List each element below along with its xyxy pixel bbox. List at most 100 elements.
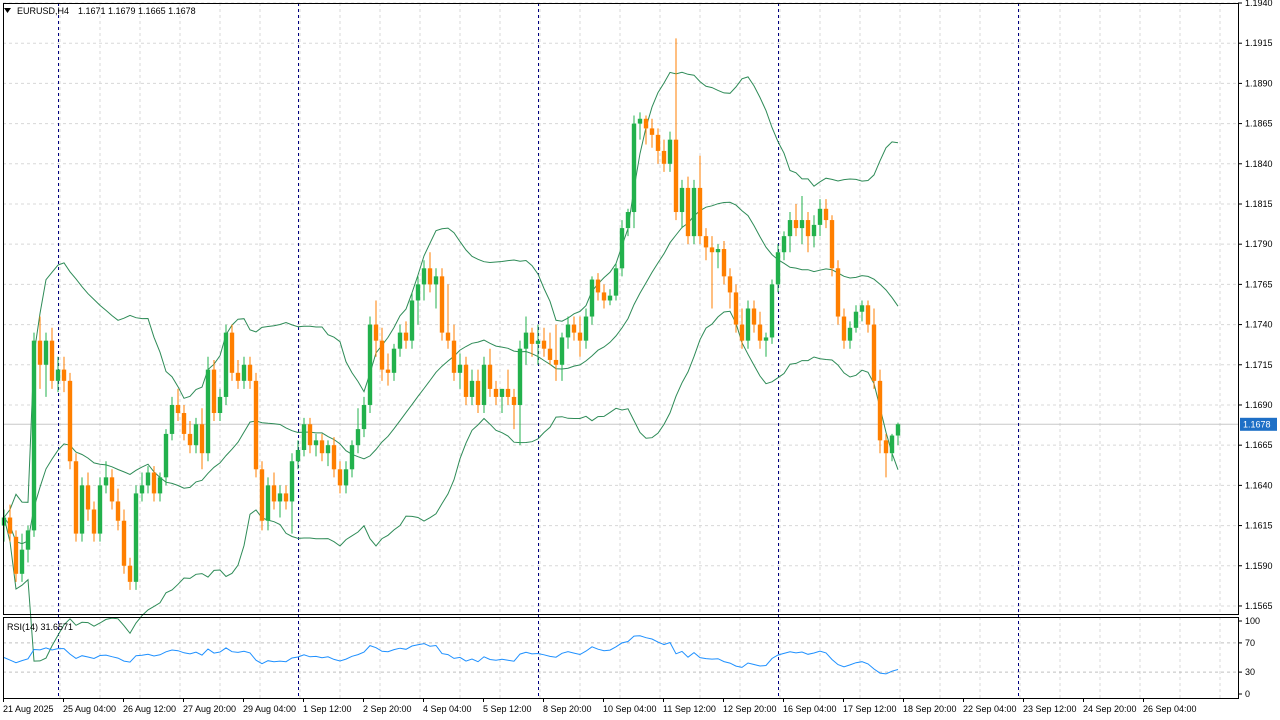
candle[interactable] bbox=[247, 356, 253, 389]
candle[interactable] bbox=[151, 466, 157, 502]
candle[interactable] bbox=[277, 485, 283, 518]
candle[interactable] bbox=[157, 472, 163, 502]
candle[interactable] bbox=[631, 115, 637, 229]
candle[interactable] bbox=[121, 509, 127, 574]
candle[interactable] bbox=[619, 220, 625, 277]
candle[interactable] bbox=[577, 316, 583, 357]
candle[interactable] bbox=[505, 369, 511, 405]
candle[interactable] bbox=[559, 332, 565, 381]
candle[interactable] bbox=[331, 437, 337, 478]
candle[interactable] bbox=[691, 179, 697, 245]
candle[interactable] bbox=[25, 525, 31, 563]
candle[interactable] bbox=[145, 466, 151, 494]
candle[interactable] bbox=[355, 408, 361, 454]
candle[interactable] bbox=[205, 356, 211, 462]
candle[interactable] bbox=[169, 396, 175, 441]
candle[interactable] bbox=[139, 472, 145, 502]
candle[interactable] bbox=[727, 268, 733, 309]
candle[interactable] bbox=[889, 433, 895, 462]
candle[interactable] bbox=[523, 316, 529, 365]
triangle-down-icon[interactable] bbox=[4, 8, 11, 13]
candle[interactable] bbox=[655, 128, 661, 164]
candle[interactable] bbox=[445, 284, 451, 349]
candle[interactable] bbox=[427, 252, 433, 293]
candle[interactable] bbox=[463, 356, 469, 405]
candle[interactable] bbox=[547, 332, 553, 365]
candle[interactable] bbox=[313, 433, 319, 457]
candle[interactable] bbox=[697, 155, 703, 245]
candle[interactable] bbox=[253, 372, 259, 478]
candle[interactable] bbox=[349, 440, 355, 478]
candle[interactable] bbox=[763, 332, 769, 357]
candle[interactable] bbox=[607, 289, 613, 306]
candle[interactable] bbox=[235, 359, 241, 389]
candle[interactable] bbox=[865, 300, 871, 333]
candle[interactable] bbox=[283, 485, 289, 510]
candle[interactable] bbox=[271, 472, 277, 510]
candle[interactable] bbox=[79, 477, 85, 542]
candle[interactable] bbox=[31, 332, 37, 537]
candle[interactable] bbox=[19, 533, 25, 582]
candle[interactable] bbox=[433, 268, 439, 309]
candle[interactable] bbox=[451, 324, 457, 381]
candle[interactable] bbox=[289, 453, 295, 534]
candle[interactable] bbox=[739, 308, 745, 349]
candle[interactable] bbox=[583, 308, 589, 349]
candle[interactable] bbox=[499, 388, 505, 414]
candle[interactable] bbox=[415, 276, 421, 325]
candle[interactable] bbox=[511, 388, 517, 430]
candle[interactable] bbox=[811, 215, 817, 248]
candle[interactable] bbox=[175, 388, 181, 422]
candle[interactable] bbox=[679, 179, 685, 229]
candle[interactable] bbox=[379, 327, 385, 381]
candle[interactable] bbox=[745, 300, 751, 349]
candle[interactable] bbox=[571, 316, 577, 341]
candle[interactable] bbox=[829, 215, 835, 277]
candle[interactable] bbox=[721, 240, 727, 285]
candle[interactable] bbox=[493, 380, 499, 405]
candle[interactable] bbox=[613, 263, 619, 301]
candle[interactable] bbox=[325, 440, 331, 467]
candle[interactable] bbox=[775, 244, 781, 293]
candle[interactable] bbox=[835, 260, 841, 325]
candle[interactable] bbox=[475, 369, 481, 414]
candle[interactable] bbox=[541, 327, 547, 357]
candle[interactable] bbox=[343, 461, 349, 494]
candle[interactable] bbox=[751, 300, 757, 333]
candle[interactable] bbox=[409, 292, 415, 349]
candle[interactable] bbox=[823, 199, 829, 229]
candle[interactable] bbox=[85, 472, 91, 521]
candle[interactable] bbox=[367, 316, 373, 414]
candle[interactable] bbox=[133, 485, 139, 590]
candle[interactable] bbox=[97, 477, 103, 542]
candle[interactable] bbox=[403, 321, 409, 349]
candle[interactable] bbox=[565, 316, 571, 349]
candle[interactable] bbox=[793, 203, 799, 237]
candle[interactable] bbox=[295, 440, 301, 470]
candle[interactable] bbox=[841, 308, 847, 349]
candle[interactable] bbox=[637, 112, 643, 140]
candle[interactable] bbox=[7, 504, 13, 542]
candle[interactable] bbox=[883, 433, 889, 478]
candle[interactable] bbox=[877, 369, 883, 454]
candle[interactable] bbox=[457, 353, 463, 389]
candle[interactable] bbox=[673, 38, 679, 221]
candle[interactable] bbox=[805, 212, 811, 253]
candle[interactable] bbox=[337, 461, 343, 494]
candle[interactable] bbox=[37, 316, 43, 389]
candle[interactable] bbox=[709, 236, 715, 309]
candle[interactable] bbox=[853, 305, 859, 333]
candle[interactable] bbox=[685, 176, 691, 245]
candle[interactable] bbox=[91, 501, 97, 542]
candle[interactable] bbox=[217, 388, 223, 422]
candle[interactable] bbox=[229, 324, 235, 381]
candle[interactable] bbox=[643, 115, 649, 145]
candle[interactable] bbox=[661, 139, 667, 172]
candle[interactable] bbox=[667, 131, 673, 172]
candle[interactable] bbox=[535, 324, 541, 365]
candle[interactable] bbox=[769, 279, 775, 344]
candle[interactable] bbox=[385, 353, 391, 386]
candle[interactable] bbox=[421, 260, 427, 301]
